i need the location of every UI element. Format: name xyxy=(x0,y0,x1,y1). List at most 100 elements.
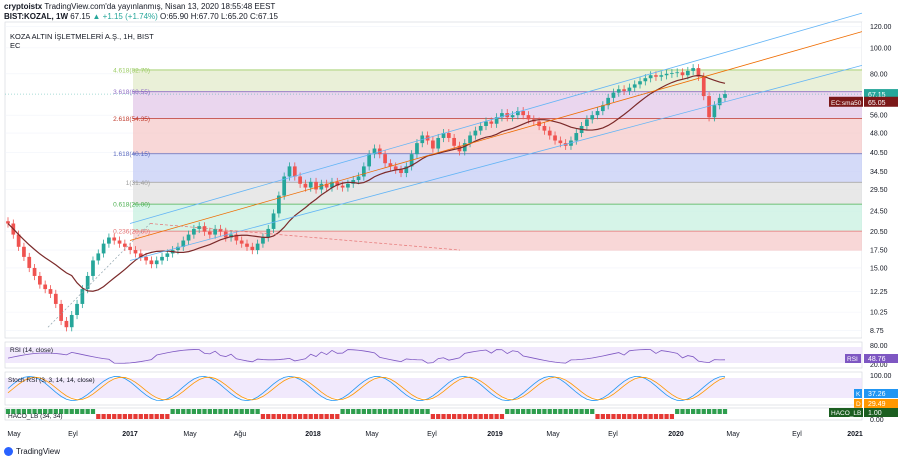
tradingview-brand: TradingView xyxy=(16,447,61,456)
rsi-name-box xyxy=(845,354,861,363)
candle-body xyxy=(340,185,345,188)
haco-bar xyxy=(27,409,32,414)
haco-bar xyxy=(58,409,64,414)
candle-body xyxy=(707,96,711,118)
price-tick-label: 120.00 xyxy=(870,24,892,31)
candle-body xyxy=(351,180,356,184)
candle-body xyxy=(452,137,456,146)
haco-bar xyxy=(181,409,186,414)
haco-bar xyxy=(393,409,398,414)
haco-bar xyxy=(143,414,149,419)
haco-bar xyxy=(568,409,574,414)
candle-body xyxy=(207,231,212,235)
haco-bar xyxy=(345,409,351,414)
price-tick-label: 56.00 xyxy=(870,113,888,120)
sma-name-label: EC:sma50 xyxy=(831,100,862,107)
candle-body xyxy=(446,133,451,138)
candle-body xyxy=(521,111,526,116)
candle-body xyxy=(659,75,664,77)
haco-bar xyxy=(701,409,706,414)
haco-bar xyxy=(616,414,621,419)
sma-price-label: 65.05 xyxy=(868,100,886,107)
haco-bar xyxy=(505,409,510,414)
candle-body xyxy=(542,125,547,131)
haco-bar xyxy=(483,414,489,419)
candle-body xyxy=(383,154,387,164)
price-tick-label: 8.75 xyxy=(870,328,884,335)
candle-body xyxy=(643,78,648,82)
candle-body xyxy=(16,234,21,247)
haco-bar xyxy=(11,409,16,414)
candle-body xyxy=(202,226,207,232)
haco-bar xyxy=(266,414,271,419)
candle-body xyxy=(32,267,37,276)
candle-body xyxy=(144,256,148,261)
high-value: H:67.70 xyxy=(190,12,219,21)
instrument-sub: EC xyxy=(10,41,21,50)
candle-body xyxy=(43,284,48,290)
candle-body xyxy=(622,89,626,91)
time-tick-label: 2017 xyxy=(122,431,138,438)
haco-bar xyxy=(441,414,446,419)
haco-bar xyxy=(627,414,632,419)
haco-bar xyxy=(462,414,467,419)
candle-body xyxy=(404,166,409,174)
haco-bar xyxy=(494,414,499,419)
haco-bar xyxy=(478,414,483,419)
stoch-title: Stoch RSI (3, 3, 14, 14, close) xyxy=(8,377,95,384)
haco-bar xyxy=(420,409,425,414)
haco-bar xyxy=(722,409,728,414)
haco-bar xyxy=(595,414,600,419)
haco-bar xyxy=(96,414,101,419)
haco-bar xyxy=(717,409,722,414)
haco-bar xyxy=(32,409,37,414)
haco-bar xyxy=(526,409,531,414)
haco-bar xyxy=(706,409,712,414)
haco-bar xyxy=(510,409,515,414)
haco-bar xyxy=(319,414,324,419)
haco-bar xyxy=(398,409,404,414)
haco-bar xyxy=(377,409,382,414)
price-tick-label: 34.50 xyxy=(870,169,888,176)
haco-bar xyxy=(64,409,69,414)
rsi-value: 48.76 xyxy=(868,356,886,363)
candle-body xyxy=(96,253,101,261)
candle-body xyxy=(218,228,223,232)
candle-body xyxy=(59,303,63,321)
haco-bar xyxy=(388,409,393,414)
haco-name-box xyxy=(829,408,863,417)
time-tick-label: May xyxy=(7,431,21,438)
symbol-name[interactable]: BIST:KOZAL, 1W xyxy=(4,12,68,21)
publisher-name[interactable]: cryptoistx xyxy=(4,2,43,11)
candle-body xyxy=(22,246,26,257)
haco-bar xyxy=(74,409,80,414)
candle-body xyxy=(468,135,472,144)
chart-header: cryptoistx TradingView.com'da yayınlanmı… xyxy=(4,2,278,22)
candle-body xyxy=(691,68,695,71)
fib-label: 1(31.40) xyxy=(126,180,150,187)
ohlc-line: BIST:KOZAL, 1W 67.15 ▲ +1.15 (+1.74%) O:… xyxy=(4,12,278,22)
candle-body xyxy=(245,243,249,247)
stoch-d-value-box xyxy=(864,399,898,408)
candle-body xyxy=(388,163,393,167)
candle-body xyxy=(303,183,308,188)
stoch-k-name-box xyxy=(854,389,862,398)
candle-body xyxy=(319,183,324,190)
fib-label: 0.618(26.00) xyxy=(113,202,150,209)
candle-body xyxy=(27,256,32,268)
stoch-tick: 100.00 xyxy=(870,373,892,380)
haco-bar xyxy=(521,409,526,414)
haco-bar xyxy=(452,414,457,419)
haco-bar xyxy=(149,414,154,419)
tradingview-footer[interactable]: TradingView xyxy=(4,447,60,456)
haco-name: HACO_LB xyxy=(831,410,861,417)
candle-body xyxy=(632,84,637,88)
haco-bar xyxy=(590,409,595,414)
candle-body xyxy=(239,240,244,244)
haco-bar xyxy=(218,409,223,414)
last-price-box xyxy=(864,89,898,100)
haco-bar xyxy=(191,409,197,414)
price-change: ▲ +1.15 (+1.74%) xyxy=(92,12,158,21)
candle-body xyxy=(292,166,297,177)
